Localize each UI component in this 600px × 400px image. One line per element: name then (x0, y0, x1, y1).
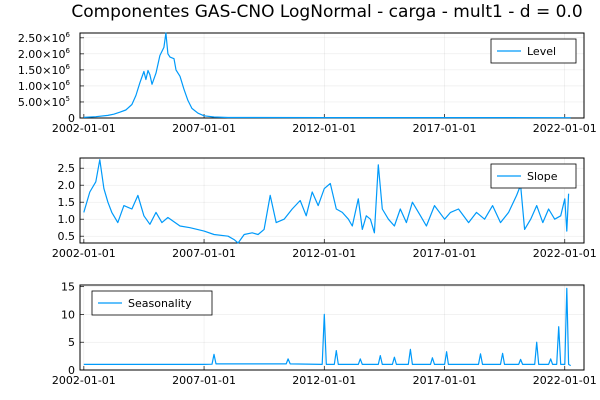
legend-label: Seasonality (128, 297, 192, 310)
x-tick-label: 2022-01-01 (533, 247, 597, 260)
legend-label: Slope (527, 170, 558, 183)
legend: Slope (490, 163, 577, 189)
x-tick-label: 2002-01-01 (52, 122, 116, 135)
x-tick-label: 2017-01-01 (413, 247, 477, 260)
y-tick-label: 2.00×106 (18, 47, 71, 61)
series-line-seasonality (83, 287, 571, 367)
y-tick-label: 0.5 (58, 230, 76, 243)
x-tick-label: 2017-01-01 (413, 122, 477, 135)
y-tick-label: 1.5 (58, 196, 76, 209)
x-tick-label: 2002-01-01 (52, 247, 116, 260)
x-tick-label: 2007-01-01 (172, 247, 236, 260)
panel-3: 2002-01-01 2007-01-01 2012-01-01 2017-01-01… (52, 281, 597, 387)
y-tick-label: 0 (68, 364, 75, 377)
legend-label: Level (527, 45, 556, 58)
y-tick-label: 1.00×106 (18, 79, 71, 93)
y-tick-label: 15 (61, 281, 75, 294)
panels: 2002-01-01 2007-01-01 2012-01-01 2017-01-01… (18, 31, 597, 387)
legend: Seasonality (91, 290, 213, 316)
chart-title: Componentes GAS-CNO LogNormal - carga - … (71, 2, 582, 22)
y-tick-label: 2.0 (58, 179, 76, 192)
x-tick-label: 2012-01-01 (292, 247, 356, 260)
panel-2: 2002-01-01 2007-01-01 2012-01-01 2017-01-01… (52, 157, 597, 260)
y-tick-label: 1.0 (58, 213, 76, 226)
x-tick-label: 2007-01-01 (172, 374, 236, 387)
x-tick-label: 2012-01-01 (292, 374, 356, 387)
panel-1: 2002-01-01 2007-01-01 2012-01-01 2017-01-01… (18, 31, 597, 135)
y-tick-label: 2.5 (58, 162, 76, 175)
series-line-slope (83, 159, 570, 244)
y-tick-label: 5 (68, 336, 75, 349)
y-tick-label: 10 (61, 308, 75, 321)
legend: Level (490, 38, 577, 64)
x-tick-label: 2022-01-01 (533, 374, 597, 387)
x-tick-label: 2017-01-01 (413, 374, 477, 387)
y-tick-label: 0 (68, 112, 75, 125)
series-line-level (83, 32, 571, 119)
plot-frame (79, 284, 585, 371)
plot-frame (79, 157, 585, 244)
x-tick-label: 2007-01-01 (172, 122, 236, 135)
x-tick-label: 2012-01-01 (292, 122, 356, 135)
y-tick-label: 5.00×105 (18, 95, 70, 109)
y-tick-label: 2.50×106 (18, 31, 71, 45)
y-tick-label: 1.50×106 (18, 63, 71, 77)
x-tick-label: 2002-01-01 (52, 374, 116, 387)
x-tick-label: 2022-01-01 (533, 122, 597, 135)
